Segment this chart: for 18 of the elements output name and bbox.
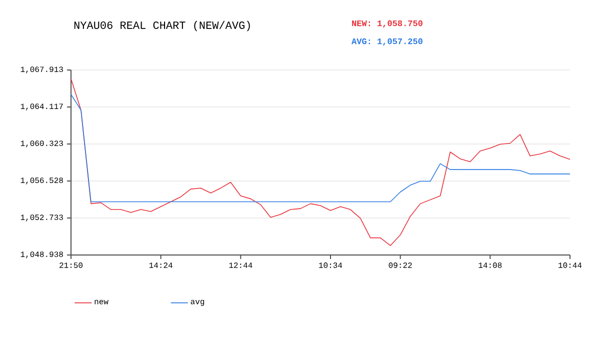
chart-title: NYAU06 REAL CHART (NEW/AVG)	[74, 20, 250, 32]
legend-label: new	[94, 300, 108, 304]
x-tick-label: 12:44	[229, 262, 252, 268]
text: NEW: 1,058.750	[352, 20, 422, 28]
y-tick-label: 1,056.528	[20, 178, 63, 184]
y-tick-label: 1,052.733	[20, 214, 63, 222]
y-tick-label: 1,064.117	[20, 104, 63, 110]
x-tick-label: 10:34	[319, 262, 342, 268]
y-tick-label: 1,060.323	[20, 140, 63, 148]
text: AVG: 1,057.250	[352, 38, 422, 46]
x-tick-label: 09:22	[388, 262, 412, 268]
y-tick-label: 1,048.938	[20, 252, 63, 258]
legend-label: avg	[190, 300, 204, 306]
y-tick-label: 1,067.913	[20, 66, 63, 74]
x-tick-label: 14:24	[149, 262, 172, 268]
x-tick-label: 10:44	[558, 262, 582, 268]
x-tick-label: 14:08	[478, 262, 502, 268]
x-tick-label: 21:50	[60, 262, 83, 268]
